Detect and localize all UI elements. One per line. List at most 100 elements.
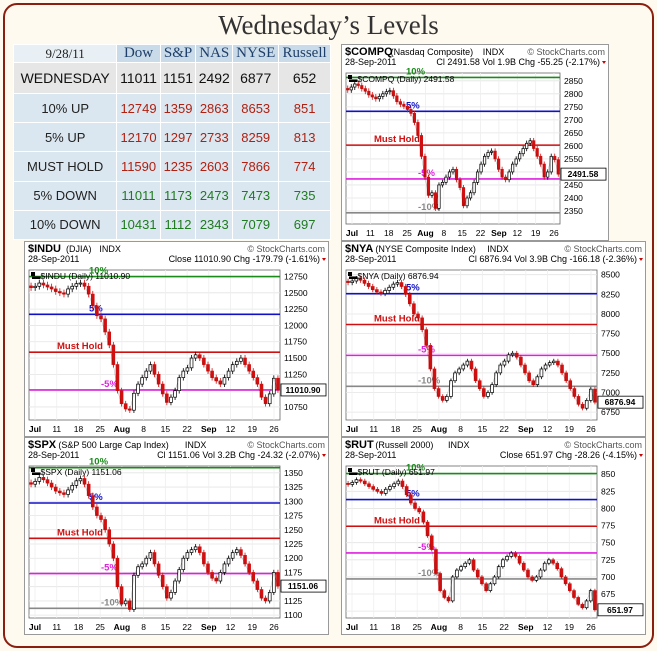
candle-body <box>123 403 128 410</box>
candle-body <box>463 562 468 567</box>
candle-body <box>543 364 548 370</box>
candle-body <box>255 377 260 385</box>
level-label: 5% <box>406 283 420 294</box>
candle-body <box>346 482 350 485</box>
y-tick-label: 1125 <box>284 596 303 606</box>
candle-body <box>445 396 449 401</box>
candle-body <box>387 286 391 291</box>
y-tick-label: 2550 <box>564 154 583 164</box>
legend-marker <box>348 468 352 472</box>
x-tick-label: 25 <box>402 228 412 238</box>
candle-body <box>413 502 417 509</box>
candle-body <box>156 563 161 576</box>
candle-body <box>226 370 231 378</box>
candle-body <box>49 482 54 488</box>
candle-body <box>525 142 529 149</box>
column-header: S&P <box>159 44 197 63</box>
candle-body <box>66 288 70 295</box>
x-tick-label: 15 <box>478 622 488 632</box>
close-line <box>30 282 279 411</box>
candle-body <box>469 360 474 370</box>
candle-body <box>580 603 585 609</box>
row-label: 10% UP <box>12 93 118 124</box>
candle-body <box>521 148 525 155</box>
y-tick-label: 10750 <box>284 402 308 412</box>
x-tick-label: 26 <box>586 622 596 632</box>
candle-body <box>193 354 198 359</box>
candle-body <box>169 592 173 599</box>
candle-body <box>95 305 99 317</box>
level-label: 5% <box>89 492 103 503</box>
x-tick-label: Jul <box>29 622 41 632</box>
candle-body <box>185 367 190 372</box>
y-tick-label: 8250 <box>601 289 620 299</box>
candle-body <box>437 184 441 209</box>
candle-body <box>482 388 486 397</box>
candle-body <box>366 283 371 287</box>
candle-body <box>33 481 37 485</box>
level-label: 10% <box>406 66 426 77</box>
candle-body <box>396 480 401 485</box>
candle-body <box>519 356 523 366</box>
column-header: NAS <box>195 44 234 63</box>
table-cell: 11590 <box>116 151 161 182</box>
candle-body <box>532 140 536 149</box>
x-tick-label: 22 <box>182 622 192 632</box>
table-cell: 7079 <box>232 209 280 241</box>
candle-body <box>99 515 103 520</box>
candle-body <box>468 192 473 199</box>
candle-body <box>539 155 543 165</box>
candle-body <box>119 586 124 605</box>
candle-body <box>346 88 350 91</box>
y-tick-label: 1100 <box>284 610 303 620</box>
close-line <box>30 477 279 611</box>
candle-body <box>346 280 350 283</box>
level-label: -5% <box>418 168 435 179</box>
candle-body <box>429 535 434 550</box>
candle-body <box>370 286 375 290</box>
candle-body <box>395 95 399 102</box>
candle-body <box>461 364 466 370</box>
candle-body <box>169 396 173 403</box>
candle-body <box>45 479 50 484</box>
x-tick-label: 22 <box>182 424 192 434</box>
candle-body <box>165 393 169 403</box>
candle-body <box>426 176 431 196</box>
candle-body <box>259 589 264 599</box>
candle-body <box>486 392 490 397</box>
candle-body <box>555 562 560 570</box>
candle-body <box>391 90 395 97</box>
candle-body <box>66 489 70 495</box>
row-label: MUST HOLD <box>12 151 118 182</box>
candle-body <box>181 370 186 378</box>
candle-body <box>480 576 484 585</box>
candle-body <box>528 140 532 144</box>
chart-ohlc: Close 651.97 Chg -28.26 (-4.15%) <box>500 450 637 460</box>
y-tick-label: 775 <box>601 521 615 531</box>
candle-body <box>356 83 360 86</box>
candle-body <box>521 562 526 571</box>
candle-body <box>358 278 363 281</box>
candle-body <box>226 557 231 565</box>
candle-body <box>552 360 556 364</box>
x-tick-label: 25 <box>412 424 422 434</box>
chart-exchange: INDX <box>99 244 121 254</box>
table-cell: 2343 <box>195 209 234 241</box>
rut-chart: $RUT (Russell 2000) INDX © StockCharts.com 2… <box>341 437 646 635</box>
candle-body <box>185 552 190 559</box>
candle-body <box>41 477 46 481</box>
candle-body <box>177 377 181 392</box>
candle-body <box>41 282 46 286</box>
chart-ohlc: Close 11010.90 Chg -179.79 (-1.61%) <box>169 254 320 264</box>
candle-body <box>504 176 508 181</box>
x-tick-label: Aug <box>114 424 131 434</box>
chart-exchange: INDX <box>483 47 505 57</box>
x-tick-label: 19 <box>248 622 258 632</box>
candle-body <box>454 168 459 181</box>
x-tick-label: Jul <box>346 622 358 632</box>
candle-body <box>173 390 177 398</box>
table-cell: 1235 <box>159 151 197 182</box>
chart-source: © StockCharts.com <box>564 244 642 254</box>
chart-date: 28-Sep-2011 <box>345 450 396 460</box>
chart-source: © StockCharts.com <box>247 440 325 450</box>
